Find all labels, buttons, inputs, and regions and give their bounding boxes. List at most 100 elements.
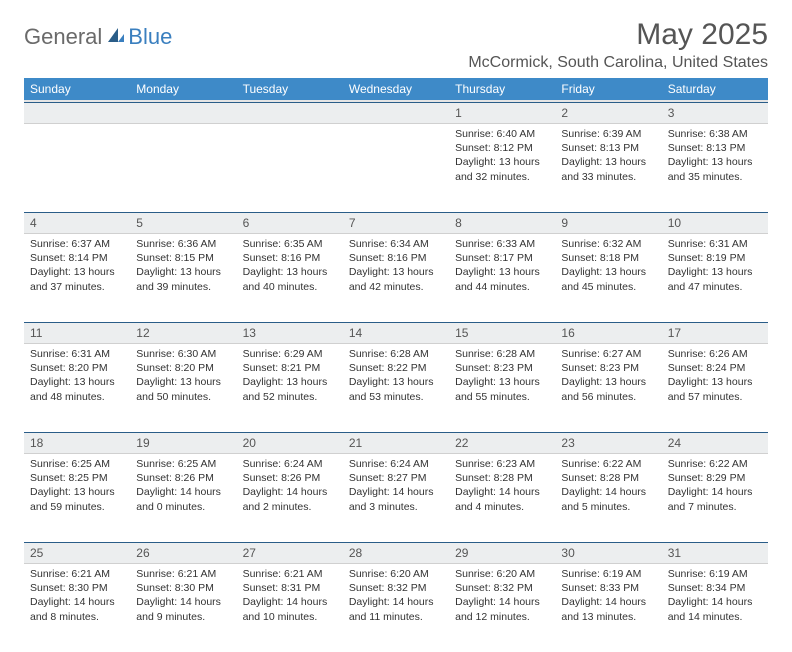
daynum-row: 18192021222324 <box>24 432 768 454</box>
day-number-cell: 19 <box>130 432 236 454</box>
day-details: Sunrise: 6:39 AMSunset: 8:13 PMDaylight:… <box>555 124 661 190</box>
day-number: 11 <box>24 322 130 344</box>
day-details <box>130 124 236 133</box>
day-cell: Sunrise: 6:19 AMSunset: 8:34 PMDaylight:… <box>662 564 768 652</box>
daybody-row: Sunrise: 6:40 AMSunset: 8:12 PMDaylight:… <box>24 124 768 212</box>
weekday-header: Sunday <box>24 78 130 101</box>
day-number-cell: 28 <box>343 542 449 564</box>
day-number: 9 <box>555 212 661 234</box>
day-details: Sunrise: 6:34 AMSunset: 8:16 PMDaylight:… <box>343 234 449 300</box>
day-number: 28 <box>343 542 449 564</box>
logo-text-blue: Blue <box>128 24 172 50</box>
day-details <box>24 124 130 133</box>
weekday-header-row: SundayMondayTuesdayWednesdayThursdayFrid… <box>24 78 768 101</box>
day-number: 29 <box>449 542 555 564</box>
day-number: 10 <box>662 212 768 234</box>
daybody-row: Sunrise: 6:37 AMSunset: 8:14 PMDaylight:… <box>24 234 768 322</box>
day-details: Sunrise: 6:24 AMSunset: 8:27 PMDaylight:… <box>343 454 449 520</box>
day-number-cell: 8 <box>449 212 555 234</box>
day-cell: Sunrise: 6:28 AMSunset: 8:23 PMDaylight:… <box>449 344 555 432</box>
day-details: Sunrise: 6:19 AMSunset: 8:34 PMDaylight:… <box>662 564 768 630</box>
day-cell: Sunrise: 6:31 AMSunset: 8:20 PMDaylight:… <box>24 344 130 432</box>
day-number: 16 <box>555 322 661 344</box>
day-number <box>130 102 236 124</box>
day-details: Sunrise: 6:28 AMSunset: 8:22 PMDaylight:… <box>343 344 449 410</box>
day-number <box>237 102 343 124</box>
day-number: 2 <box>555 102 661 124</box>
daybody-row: Sunrise: 6:31 AMSunset: 8:20 PMDaylight:… <box>24 344 768 432</box>
weekday-header: Friday <box>555 78 661 101</box>
day-details: Sunrise: 6:38 AMSunset: 8:13 PMDaylight:… <box>662 124 768 190</box>
day-number: 19 <box>130 432 236 454</box>
day-number-cell: 11 <box>24 322 130 344</box>
weekday-header: Wednesday <box>343 78 449 101</box>
day-cell: Sunrise: 6:37 AMSunset: 8:14 PMDaylight:… <box>24 234 130 322</box>
day-cell <box>130 124 236 212</box>
day-details: Sunrise: 6:35 AMSunset: 8:16 PMDaylight:… <box>237 234 343 300</box>
day-number-cell <box>24 101 130 124</box>
calendar-table: SundayMondayTuesdayWednesdayThursdayFrid… <box>24 78 768 652</box>
day-number-cell: 4 <box>24 212 130 234</box>
day-cell: Sunrise: 6:25 AMSunset: 8:25 PMDaylight:… <box>24 454 130 542</box>
day-number: 17 <box>662 322 768 344</box>
day-number: 8 <box>449 212 555 234</box>
day-number-cell: 16 <box>555 322 661 344</box>
day-cell <box>343 124 449 212</box>
day-number-cell: 1 <box>449 101 555 124</box>
sail-icon <box>106 26 126 49</box>
day-cell: Sunrise: 6:39 AMSunset: 8:13 PMDaylight:… <box>555 124 661 212</box>
day-details: Sunrise: 6:21 AMSunset: 8:30 PMDaylight:… <box>24 564 130 630</box>
day-number-cell: 17 <box>662 322 768 344</box>
day-number: 14 <box>343 322 449 344</box>
logo-text-general: General <box>24 24 102 50</box>
day-number <box>343 102 449 124</box>
day-number: 6 <box>237 212 343 234</box>
day-cell: Sunrise: 6:25 AMSunset: 8:26 PMDaylight:… <box>130 454 236 542</box>
day-cell: Sunrise: 6:36 AMSunset: 8:15 PMDaylight:… <box>130 234 236 322</box>
day-number-cell: 10 <box>662 212 768 234</box>
daybody-row: Sunrise: 6:25 AMSunset: 8:25 PMDaylight:… <box>24 454 768 542</box>
day-number-cell: 21 <box>343 432 449 454</box>
day-details: Sunrise: 6:24 AMSunset: 8:26 PMDaylight:… <box>237 454 343 520</box>
day-cell: Sunrise: 6:35 AMSunset: 8:16 PMDaylight:… <box>237 234 343 322</box>
day-cell: Sunrise: 6:28 AMSunset: 8:22 PMDaylight:… <box>343 344 449 432</box>
day-number-cell: 7 <box>343 212 449 234</box>
day-number: 13 <box>237 322 343 344</box>
day-details: Sunrise: 6:31 AMSunset: 8:20 PMDaylight:… <box>24 344 130 410</box>
day-cell: Sunrise: 6:26 AMSunset: 8:24 PMDaylight:… <box>662 344 768 432</box>
day-number: 24 <box>662 432 768 454</box>
day-number-cell: 31 <box>662 542 768 564</box>
day-cell <box>24 124 130 212</box>
day-details: Sunrise: 6:22 AMSunset: 8:29 PMDaylight:… <box>662 454 768 520</box>
day-number-cell: 14 <box>343 322 449 344</box>
day-number-cell: 15 <box>449 322 555 344</box>
day-number: 23 <box>555 432 661 454</box>
day-details: Sunrise: 6:26 AMSunset: 8:24 PMDaylight:… <box>662 344 768 410</box>
day-cell: Sunrise: 6:21 AMSunset: 8:30 PMDaylight:… <box>130 564 236 652</box>
day-details: Sunrise: 6:30 AMSunset: 8:20 PMDaylight:… <box>130 344 236 410</box>
day-details: Sunrise: 6:31 AMSunset: 8:19 PMDaylight:… <box>662 234 768 300</box>
day-cell: Sunrise: 6:19 AMSunset: 8:33 PMDaylight:… <box>555 564 661 652</box>
day-number-cell: 26 <box>130 542 236 564</box>
day-cell: Sunrise: 6:40 AMSunset: 8:12 PMDaylight:… <box>449 124 555 212</box>
day-cell: Sunrise: 6:22 AMSunset: 8:28 PMDaylight:… <box>555 454 661 542</box>
day-number: 26 <box>130 542 236 564</box>
day-cell: Sunrise: 6:22 AMSunset: 8:29 PMDaylight:… <box>662 454 768 542</box>
day-cell: Sunrise: 6:24 AMSunset: 8:27 PMDaylight:… <box>343 454 449 542</box>
day-cell: Sunrise: 6:20 AMSunset: 8:32 PMDaylight:… <box>343 564 449 652</box>
daynum-row: 11121314151617 <box>24 322 768 344</box>
day-details: Sunrise: 6:36 AMSunset: 8:15 PMDaylight:… <box>130 234 236 300</box>
day-cell: Sunrise: 6:33 AMSunset: 8:17 PMDaylight:… <box>449 234 555 322</box>
day-cell: Sunrise: 6:34 AMSunset: 8:16 PMDaylight:… <box>343 234 449 322</box>
day-number-cell: 12 <box>130 322 236 344</box>
day-number-cell: 3 <box>662 101 768 124</box>
day-cell: Sunrise: 6:20 AMSunset: 8:32 PMDaylight:… <box>449 564 555 652</box>
day-details: Sunrise: 6:19 AMSunset: 8:33 PMDaylight:… <box>555 564 661 630</box>
day-number: 21 <box>343 432 449 454</box>
weekday-header: Tuesday <box>237 78 343 101</box>
day-details: Sunrise: 6:29 AMSunset: 8:21 PMDaylight:… <box>237 344 343 410</box>
daynum-row: 25262728293031 <box>24 542 768 564</box>
day-details: Sunrise: 6:25 AMSunset: 8:25 PMDaylight:… <box>24 454 130 520</box>
day-cell: Sunrise: 6:30 AMSunset: 8:20 PMDaylight:… <box>130 344 236 432</box>
day-number: 25 <box>24 542 130 564</box>
